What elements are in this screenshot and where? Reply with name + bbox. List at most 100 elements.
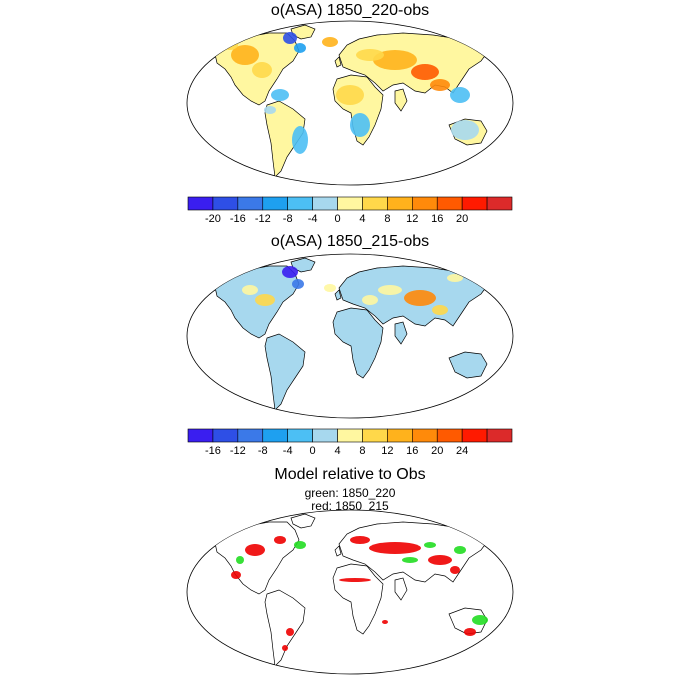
patch2-9 [324,284,336,292]
colorbar-2-label-4: 0 [310,445,316,457]
patch2-8 [447,274,463,282]
patch1-11 [450,87,470,103]
map-title-2: o(ASA) 1850_215-obs [270,233,430,250]
marker3-8 [402,557,418,563]
anomaly-patches-1 [222,32,479,154]
map-panel-1 [186,20,514,186]
colorbar-2-box-2 [237,428,264,443]
colorbar-1-box-4 [287,196,313,211]
colorbar-1-box-6 [337,196,363,211]
colorbar-1-box-8 [387,196,413,211]
colorbar-1-label-0: -20 [205,213,221,225]
patch2-3 [242,285,258,295]
colorbar-2-label-9: 20 [431,445,443,457]
colorbar-2-box-12 [486,428,513,443]
colorbar-2-label-0: -16 [205,445,221,457]
marker3-9 [454,546,466,554]
patch2-1 [292,279,304,289]
marker3-1 [274,536,286,544]
colorbar-1: -20 -16 -12 -8 -4 0 4 8 12 16 20 [187,196,513,225]
colorbar-1-label-1: -16 [230,213,246,225]
patch1-12 [451,120,479,140]
colorbar-2-label-6: 8 [359,445,365,457]
colorbar-2-box-1 [212,428,239,443]
colorbar-2-box-8 [387,428,413,443]
patch1-4 [271,89,289,101]
marker3-4 [231,571,241,579]
patch1-0 [231,45,259,65]
colorbar-1-box-1 [212,196,239,211]
colorbar-1-box-9 [412,196,438,211]
colorbar-2-label-10: 24 [456,445,468,457]
colorbar-2-box-6 [337,428,363,443]
marker3-12 [339,578,371,582]
legend-red-text: red: 1850_215 [311,499,389,513]
legend-green-text: green: 1850_220 [304,486,396,500]
colorbar-1-label-6: 4 [359,213,365,225]
colorbar-1-box-3 [262,196,288,211]
colorbar-1-label-4: -4 [308,213,318,225]
marker3-15 [464,628,476,636]
patch1-9 [430,79,450,91]
patch1-14 [350,113,370,137]
colorbar-2-label-5: 4 [334,445,340,457]
colorbar-2: -16 -12 -8 -4 0 4 8 12 16 20 24 [187,428,513,457]
map-title-3: Model relative to Obs [274,466,426,483]
colorbar-2-box-4 [287,428,313,443]
patch1-8 [411,64,439,80]
map-panel-3 [186,509,514,675]
comparison-markers [231,536,488,651]
colorbar-1-box-5 [312,196,338,211]
marker3-0 [245,544,265,556]
colorbar-1-label-5: 0 [334,213,340,225]
marker3-10 [450,566,460,574]
colorbar-1-label-9: 16 [431,213,443,225]
patch1-3 [294,43,306,53]
patch1-1 [252,62,272,78]
marker3-5 [369,542,421,554]
colorbar-2-box-9 [412,428,438,443]
colorbar-2-box-11 [461,428,488,443]
colorbar-2-box-7 [362,428,388,443]
colorbar-2-box-0 [187,428,214,443]
patch2-2 [255,294,275,306]
marker3-11 [350,536,370,544]
patch1-13 [336,85,364,105]
marker3-17 [282,645,288,651]
patch1-2 [283,32,297,44]
map-panel-2 [186,253,514,419]
marker3-7 [424,542,436,548]
colorbar-1-label-3: -8 [283,213,293,225]
anomaly-patches-2 [242,266,463,315]
patch2-4 [404,290,436,306]
colorbar-2-label-2: -8 [258,445,268,457]
colorbar-2-label-3: -4 [283,445,293,457]
colorbar-2-label-8: 16 [406,445,418,457]
colorbar-1-box-12 [486,196,513,211]
patch2-5 [432,305,448,315]
patch2-7 [362,295,378,305]
patch2-0 [282,266,298,278]
patch1-10 [356,49,384,61]
colorbar-1-box-0 [187,196,214,211]
colorbar-2-box-5 [312,428,338,443]
colorbar-1-label-7: 8 [384,213,390,225]
map-title-1: o(ASA) 1850_220-obs [270,2,430,19]
patch1-16 [322,37,338,47]
colorbar-1-box-7 [362,196,388,211]
marker3-16 [286,628,294,636]
colorbar-2-label-1: -12 [230,445,246,457]
patch2-6 [378,285,402,295]
colorbar-1-label-2: -12 [255,213,271,225]
colorbar-1-label-8: 12 [406,213,418,225]
marker3-14 [472,615,488,625]
colorbar-2-label-7: 12 [381,445,393,457]
marker3-6 [428,555,452,565]
colorbar-1-box-11 [461,196,488,211]
colorbar-1-box-2 [237,196,264,211]
marker3-13 [382,620,388,624]
marker3-3 [294,541,306,549]
patch1-6 [264,106,276,114]
patch1-15 [292,126,308,154]
